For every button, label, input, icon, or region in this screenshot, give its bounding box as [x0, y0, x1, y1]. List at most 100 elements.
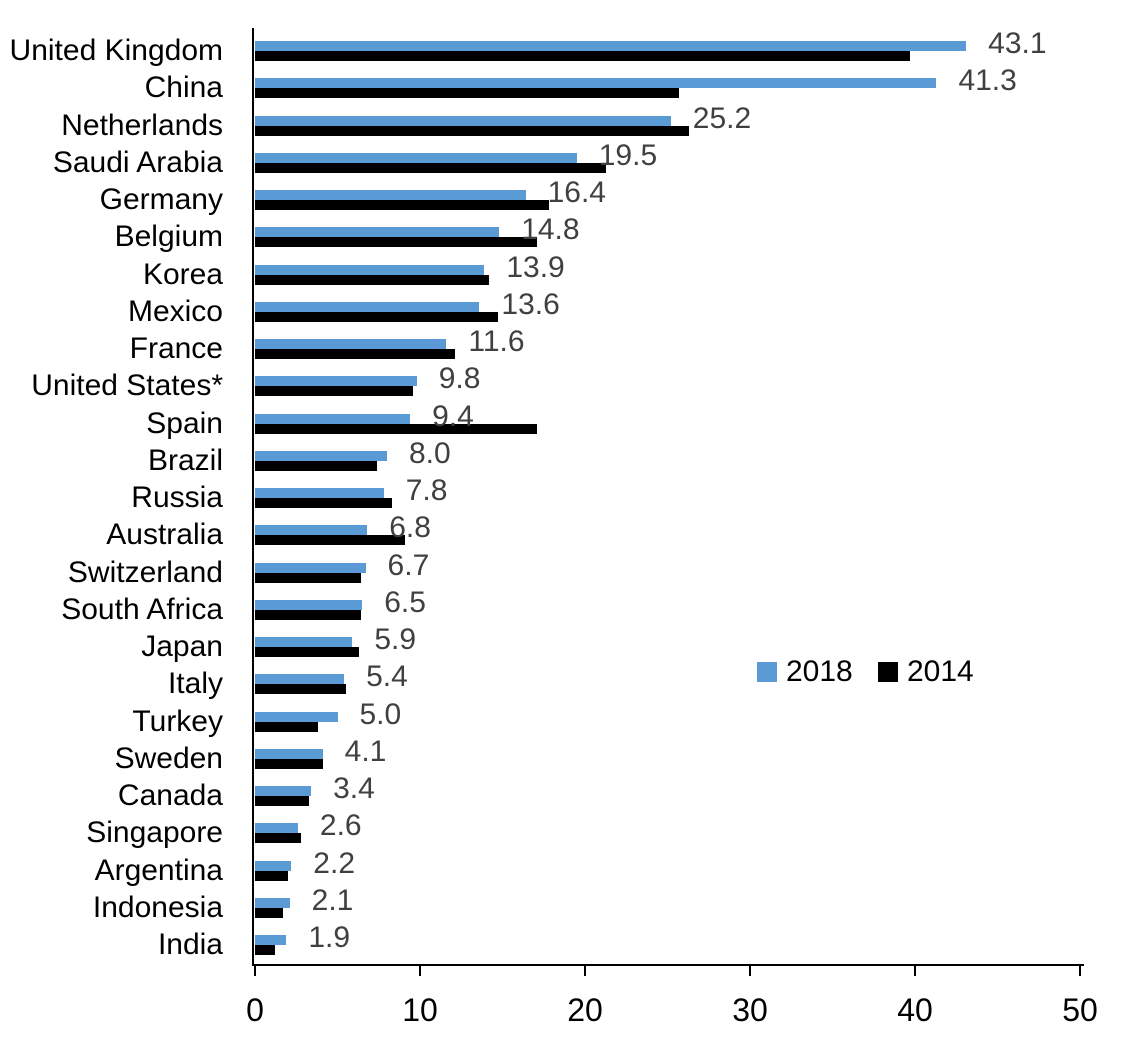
category-label-china: China	[144, 71, 223, 105]
x-tick-label-0: 0	[246, 992, 264, 1028]
category-label-south-africa: South Africa	[61, 592, 223, 626]
bar-2018-singapore	[255, 823, 298, 834]
value-label-brazil: 8.0	[409, 436, 451, 470]
value-label-south-africa: 6.5	[384, 585, 426, 619]
bar-2014-japan	[255, 647, 359, 657]
value-label-united-states: 9.8	[438, 362, 481, 396]
value-label-russia: 7.8	[405, 474, 448, 507]
category-label-singapore: Singapore	[86, 816, 223, 850]
category-label-russia: Russia	[131, 481, 223, 514]
bar-2018-switzerland	[255, 562, 366, 573]
bar-2014-india	[255, 945, 275, 955]
bar-2018-argentina	[255, 860, 292, 871]
x-tick-40	[914, 966, 916, 976]
value-label-united-kingdom: 43.1	[988, 27, 1047, 60]
x-tick-30	[749, 966, 751, 976]
x-axis-line	[252, 964, 1084, 966]
legend-swatch-2018	[757, 662, 777, 682]
bar-2014-mexico	[255, 311, 498, 322]
bar-2018-united-kingdom	[255, 41, 967, 51]
bar-2018-netherlands	[255, 115, 671, 126]
legend-swatch-2014	[878, 662, 898, 682]
bar-2018-germany	[255, 190, 526, 200]
legend-label-2014: 2014	[907, 655, 974, 688]
category-label-belgium: Belgium	[114, 220, 223, 254]
value-label-germany: 16.4	[547, 176, 606, 209]
bar-2014-france	[255, 349, 455, 359]
bar-2014-canada	[255, 796, 310, 806]
category-label-spain: Spain	[146, 406, 223, 440]
category-label-argentina: Argentina	[94, 853, 223, 887]
bar-2018-japan	[255, 637, 353, 647]
value-label-argentina: 2.2	[313, 846, 356, 880]
bar-2018-indonesia	[255, 897, 290, 908]
x-tick-20	[584, 966, 586, 976]
category-label-japan: Japan	[141, 630, 223, 663]
bar-2018-mexico	[255, 301, 480, 312]
bar-2014-netherlands	[255, 125, 689, 136]
category-label-korea: Korea	[142, 257, 223, 291]
x-tick-0	[254, 966, 256, 976]
bar-2018-korea	[255, 264, 485, 275]
category-label-france: France	[129, 332, 223, 365]
bar-2018-spain	[255, 413, 411, 424]
value-label-switzerland: 6.7	[387, 548, 430, 582]
category-label-india: India	[157, 928, 223, 961]
category-label-sweden: Sweden	[114, 741, 223, 775]
category-label-united-kingdom: United Kingdom	[9, 34, 223, 67]
value-label-sweden: 4.1	[344, 734, 387, 768]
category-label-saudi-arabia: Saudi Arabia	[52, 145, 223, 179]
bar-2018-saudi-arabia	[255, 152, 577, 163]
x-tick-label-40: 40	[897, 992, 933, 1028]
category-label-indonesia: Indonesia	[92, 890, 223, 924]
category-label-turkey: Turkey	[132, 704, 223, 738]
value-label-japan: 5.9	[374, 623, 417, 656]
category-label-mexico: Mexico	[127, 294, 223, 328]
value-label-belgium: 14.8	[521, 213, 580, 247]
value-label-australia: 6.8	[389, 511, 431, 545]
bar-2014-united-states	[255, 386, 414, 397]
bar-2014-united-kingdom	[255, 51, 911, 61]
bar-2014-china	[255, 88, 680, 99]
bar-2018-brazil	[255, 450, 387, 461]
bar-2018-france	[255, 339, 447, 349]
bar-2018-sweden	[255, 748, 323, 759]
bar-2014-italy	[255, 684, 346, 695]
legend-label-2018: 2018	[786, 655, 853, 688]
category-label-canada: Canada	[117, 779, 223, 812]
value-label-korea: 13.9	[506, 250, 565, 284]
bar-2018-russia	[255, 488, 384, 498]
bar-2018-belgium	[255, 227, 500, 238]
bar-2014-south-africa	[255, 609, 361, 620]
x-tick-50	[1079, 966, 1081, 976]
x-tick-label-10: 10	[402, 992, 438, 1028]
y-axis-line	[252, 28, 254, 966]
value-label-mexico: 13.6	[501, 287, 560, 321]
bar-2014-argentina	[255, 870, 288, 881]
bar-2014-belgium	[255, 237, 538, 248]
bar-2014-switzerland	[255, 572, 361, 583]
value-label-spain: 9.4	[432, 399, 474, 433]
category-label-switzerland: Switzerland	[67, 555, 223, 589]
bar-2018-south-africa	[255, 599, 363, 610]
bar-2014-saudi-arabia	[255, 162, 607, 173]
value-label-saudi-arabia: 19.5	[598, 138, 658, 172]
bar-2014-russia	[255, 498, 392, 508]
bar-2014-korea	[255, 274, 490, 285]
value-label-china: 41.3	[958, 64, 1017, 98]
bar-2018-australia	[255, 525, 368, 536]
category-label-germany: Germany	[99, 183, 223, 216]
bar-2014-australia	[255, 535, 406, 546]
bar-2014-spain	[255, 423, 538, 434]
category-label-netherlands: Netherlands	[61, 108, 223, 142]
x-tick-label-50: 50	[1062, 992, 1098, 1028]
category-label-brazil: Brazil	[147, 443, 223, 477]
bar-2014-sweden	[255, 758, 323, 769]
value-label-italy: 5.4	[366, 660, 408, 694]
bar-2014-brazil	[255, 460, 378, 471]
value-label-india: 1.9	[308, 921, 351, 954]
value-label-indonesia: 2.1	[311, 883, 354, 917]
bar-2014-singapore	[255, 833, 302, 844]
value-label-france: 11.6	[468, 325, 525, 358]
